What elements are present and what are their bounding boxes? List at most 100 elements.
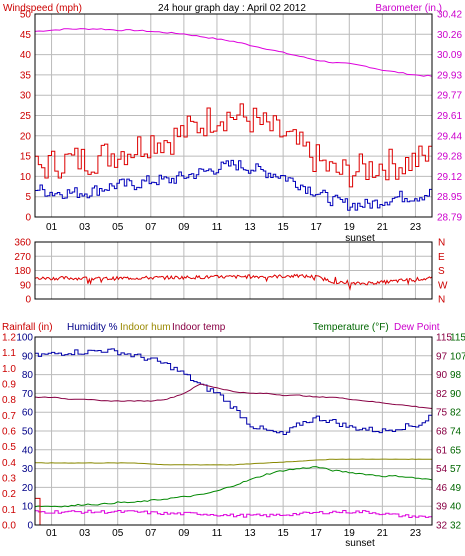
x-tick-label: 17 bbox=[311, 222, 323, 233]
y-tick-label: 45 bbox=[20, 30, 32, 41]
humidity-tick: 70 bbox=[22, 389, 34, 400]
x-tick-label: 05 bbox=[112, 222, 124, 233]
rainfall-tick: 0.2 bbox=[2, 489, 16, 500]
x-tick-label: 17 bbox=[311, 528, 323, 539]
y-tick-label: 29.93 bbox=[437, 70, 462, 81]
gust-line bbox=[35, 103, 433, 188]
indoor-hum-label: Indoor hum bbox=[120, 322, 171, 333]
humidity-tick: 100 bbox=[16, 333, 33, 344]
rainfall-tick: 0.1 bbox=[2, 505, 16, 516]
y-tick-label: 28.79 bbox=[437, 213, 462, 224]
temperature-tick-alt: 32 bbox=[450, 521, 462, 532]
humidity-tick: 20 bbox=[22, 483, 34, 494]
x-tick-label: 19 bbox=[344, 528, 356, 539]
humidity-tick: 0 bbox=[27, 521, 33, 532]
x-tick-label: 05 bbox=[112, 528, 124, 539]
y-tick-label: 0 bbox=[25, 213, 31, 224]
temperature-frame bbox=[34, 336, 433, 526]
humidity-tick: 10 bbox=[22, 502, 34, 513]
y-tick-label: N bbox=[438, 238, 445, 249]
indoor-temp-label: Indoor temp bbox=[172, 322, 226, 333]
y-tick-label: 29.12 bbox=[437, 172, 462, 183]
y-tick-label: S bbox=[438, 266, 445, 277]
x-tick-label: 01 bbox=[46, 528, 58, 539]
x-tick-label: 13 bbox=[244, 528, 256, 539]
sunset-label: sunset bbox=[345, 233, 375, 244]
temperature-tick-alt: 74 bbox=[450, 427, 462, 438]
y-tick-label: 90 bbox=[20, 280, 32, 291]
y-tick-label: 180 bbox=[14, 266, 31, 277]
y-tick-label: 25 bbox=[20, 111, 32, 122]
dew-point-label: Dew Point bbox=[394, 322, 440, 333]
rainfall-tick: 0.5 bbox=[2, 442, 16, 453]
temperature-tick: 75 bbox=[436, 408, 448, 419]
temperature-tick-alt: 90 bbox=[450, 389, 462, 400]
rain-humidity-ticks: 0.0 0.1 0.2 0.3 0.4 0.5 0.6 0.7 0.8 0.9 1.0 1.1 1.2 0… bbox=[2, 333, 33, 532]
x-tick-label: 13 bbox=[244, 222, 256, 233]
x-tick-label: 09 bbox=[178, 528, 190, 539]
y-tick-label: 50 bbox=[20, 10, 32, 21]
x-tick-label: 21 bbox=[377, 528, 389, 539]
x-tick-label: 19 bbox=[344, 222, 356, 233]
temperature-label: Temperature (°F) bbox=[313, 322, 389, 333]
humidity-tick: 80 bbox=[22, 370, 34, 381]
temperature-tick: 61 bbox=[436, 445, 448, 456]
x-tick-label: 23 bbox=[410, 222, 422, 233]
x-tick-label: 09 bbox=[178, 222, 190, 233]
y-tick-label: W bbox=[438, 280, 448, 291]
humidity-tick: 40 bbox=[22, 445, 34, 456]
y-tick-label: 20 bbox=[20, 131, 32, 142]
rainfall-tick: 0.8 bbox=[2, 395, 16, 406]
temperature-tick-alt: 98 bbox=[450, 370, 462, 381]
y-tick-label: 15 bbox=[20, 152, 32, 163]
temperature-tick: 54 bbox=[436, 464, 448, 475]
barometer-line bbox=[34, 28, 433, 77]
temperature-tick: 115 bbox=[436, 333, 452, 344]
y-tick-label: 29.44 bbox=[437, 131, 462, 142]
rainfall-tick: 1.0 bbox=[2, 364, 16, 375]
rainfall-tick: 0.4 bbox=[2, 458, 16, 469]
x-tick-label: 07 bbox=[145, 528, 157, 539]
y-tick-label: 0 bbox=[25, 295, 31, 306]
indoor-hum-line bbox=[35, 458, 433, 466]
temperature-tick: 97 bbox=[436, 351, 448, 362]
direction-ticks: 0 90 180 270 360 bbox=[14, 238, 31, 306]
y-tick-label: 30.42 bbox=[437, 10, 462, 21]
x-tick-label: 15 bbox=[278, 528, 290, 539]
wind-direction-line bbox=[34, 273, 433, 291]
x-tick-label: 03 bbox=[79, 528, 91, 539]
y-tick-label: E bbox=[438, 252, 445, 263]
windspeed-ticks: 0 5 10 15 20 25 30 35 40 45 50 bbox=[20, 10, 32, 224]
direction-series bbox=[34, 273, 433, 291]
temperature-tick: 82 bbox=[436, 389, 448, 400]
y-tick-label: 29.77 bbox=[437, 91, 462, 102]
y-tick-label: 29.61 bbox=[437, 111, 462, 122]
rainfall-tick: 1.1 bbox=[2, 348, 16, 359]
windspeed-line bbox=[35, 159, 433, 211]
temperature-tick: 68 bbox=[436, 427, 448, 438]
y-tick-label: 5 bbox=[25, 192, 31, 203]
temperature-tick: 32 bbox=[436, 521, 448, 532]
humidity-tick: 60 bbox=[22, 408, 34, 419]
humidity-tick: 90 bbox=[22, 351, 34, 362]
temperature-tick-alt: 115 bbox=[450, 333, 465, 344]
y-tick-label: 30.09 bbox=[437, 50, 462, 61]
x-tick-label: 11 bbox=[212, 222, 223, 233]
rainfall-tick: 0.6 bbox=[2, 427, 16, 438]
humidity-line bbox=[35, 348, 433, 435]
dew-point-line bbox=[35, 509, 433, 519]
sunset-label-bottom: sunset bbox=[345, 538, 375, 549]
temperature-tick-alt: 82 bbox=[450, 408, 462, 419]
temperature-tick: 46 bbox=[436, 483, 448, 494]
x-tick-label: 11 bbox=[212, 528, 223, 539]
y-tick-label: 29.28 bbox=[437, 152, 462, 163]
y-tick-label: 10 bbox=[20, 172, 32, 183]
x-tick-label: 03 bbox=[79, 222, 91, 233]
wind-x-ticks: 01 03 05 07 09 11 13 15 17 19 21 23 bbox=[46, 222, 421, 233]
x-tick-label: 23 bbox=[410, 528, 422, 539]
indoor-temp-line bbox=[34, 383, 433, 409]
